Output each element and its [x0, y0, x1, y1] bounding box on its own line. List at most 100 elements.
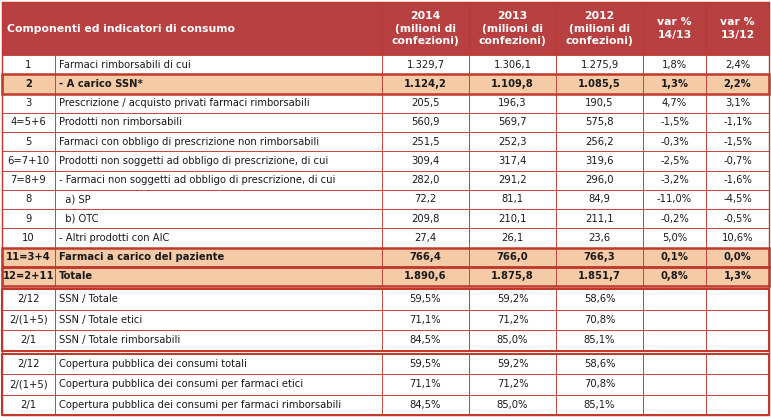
Bar [469, 310, 556, 330]
Bar [382, 247, 469, 267]
Text: 85,1%: 85,1% [584, 335, 615, 345]
Text: 766,0: 766,0 [497, 252, 528, 262]
Bar [55, 228, 382, 247]
Bar [556, 267, 643, 286]
Bar [706, 171, 769, 190]
Bar [55, 55, 382, 74]
Bar [55, 113, 382, 132]
Text: 211,1: 211,1 [585, 214, 614, 223]
Bar [556, 74, 643, 94]
Bar [55, 354, 382, 374]
Text: -1,1%: -1,1% [723, 117, 752, 127]
Text: var %
13/12: var % 13/12 [720, 17, 755, 40]
Bar [55, 289, 382, 310]
Text: 71,2%: 71,2% [497, 315, 528, 325]
Bar [2, 2, 382, 55]
Bar [706, 209, 769, 228]
Text: 85,0%: 85,0% [497, 400, 528, 410]
Text: 1.306,1: 1.306,1 [493, 60, 531, 70]
Text: 2: 2 [25, 79, 32, 89]
Text: 5,0%: 5,0% [662, 233, 687, 243]
Bar [706, 354, 769, 374]
Text: 84,5%: 84,5% [410, 400, 441, 410]
Bar [643, 94, 706, 113]
Text: 209,8: 209,8 [411, 214, 439, 223]
Bar [55, 374, 382, 394]
Bar [643, 330, 706, 351]
Bar [706, 247, 769, 267]
Text: 2/12: 2/12 [17, 294, 40, 304]
Text: 59,2%: 59,2% [497, 359, 528, 369]
Text: Prodotti non rimborsabili: Prodotti non rimborsabili [59, 117, 182, 127]
Text: 1.085,5: 1.085,5 [578, 79, 621, 89]
Bar [706, 74, 769, 94]
Bar [556, 374, 643, 394]
Bar [382, 310, 469, 330]
Bar [643, 267, 706, 286]
Bar [55, 171, 382, 190]
Bar [706, 228, 769, 247]
Bar [643, 289, 706, 310]
Bar [469, 394, 556, 415]
Text: -1,6%: -1,6% [723, 175, 752, 185]
Text: 1: 1 [25, 60, 32, 70]
Text: 766,4: 766,4 [409, 252, 442, 262]
Bar [382, 151, 469, 171]
Text: 70,8%: 70,8% [584, 379, 615, 389]
Bar [643, 151, 706, 171]
Text: 59,2%: 59,2% [497, 294, 528, 304]
Bar [382, 330, 469, 351]
Bar [2, 267, 55, 286]
Text: 2013
(milioni di
confezioni): 2013 (milioni di confezioni) [479, 11, 547, 46]
Bar [469, 354, 556, 374]
Bar [382, 113, 469, 132]
Bar [2, 394, 55, 415]
Bar [2, 228, 55, 247]
Bar [706, 267, 769, 286]
Bar [2, 289, 769, 351]
Text: 0,1%: 0,1% [661, 252, 689, 262]
Bar [706, 394, 769, 415]
Text: 2,4%: 2,4% [725, 60, 750, 70]
Text: 0,0%: 0,0% [724, 252, 752, 262]
Text: 26,1: 26,1 [501, 233, 524, 243]
Text: -0,2%: -0,2% [660, 214, 689, 223]
Text: 296,0: 296,0 [585, 175, 614, 185]
Bar [382, 209, 469, 228]
Text: 2/(1+5): 2/(1+5) [9, 315, 48, 325]
Bar [643, 74, 706, 94]
Bar [2, 74, 769, 94]
Bar [706, 94, 769, 113]
Bar [382, 394, 469, 415]
Text: 766,3: 766,3 [584, 252, 615, 262]
Text: 2,2%: 2,2% [724, 79, 752, 89]
Text: 1.875,8: 1.875,8 [491, 271, 534, 281]
Bar [556, 2, 643, 55]
Bar [556, 113, 643, 132]
Bar [2, 310, 55, 330]
Bar [55, 132, 382, 151]
Bar [556, 190, 643, 209]
Bar [643, 310, 706, 330]
Text: SSN / Totale rimborsabili: SSN / Totale rimborsabili [59, 335, 180, 345]
Bar [706, 113, 769, 132]
Text: 2/1: 2/1 [21, 335, 36, 345]
Text: Copertura pubblica dei consumi per farmaci etici: Copertura pubblica dei consumi per farma… [59, 379, 303, 389]
Text: 70,8%: 70,8% [584, 315, 615, 325]
Bar [2, 247, 55, 267]
Bar [2, 267, 769, 286]
Bar [2, 74, 55, 94]
Bar [382, 171, 469, 190]
Text: 84,9: 84,9 [588, 194, 611, 205]
Bar [469, 132, 556, 151]
Bar [643, 55, 706, 74]
Text: 81,1: 81,1 [501, 194, 524, 205]
Bar [556, 132, 643, 151]
Bar [556, 171, 643, 190]
Text: 4,7%: 4,7% [662, 98, 687, 108]
Bar [469, 247, 556, 267]
Text: 8: 8 [25, 194, 32, 205]
Text: 1.124,2: 1.124,2 [404, 79, 447, 89]
Text: Farmaci con obbligo di prescrizione non rimborsabili: Farmaci con obbligo di prescrizione non … [59, 136, 319, 147]
Text: -3,2%: -3,2% [660, 175, 689, 185]
